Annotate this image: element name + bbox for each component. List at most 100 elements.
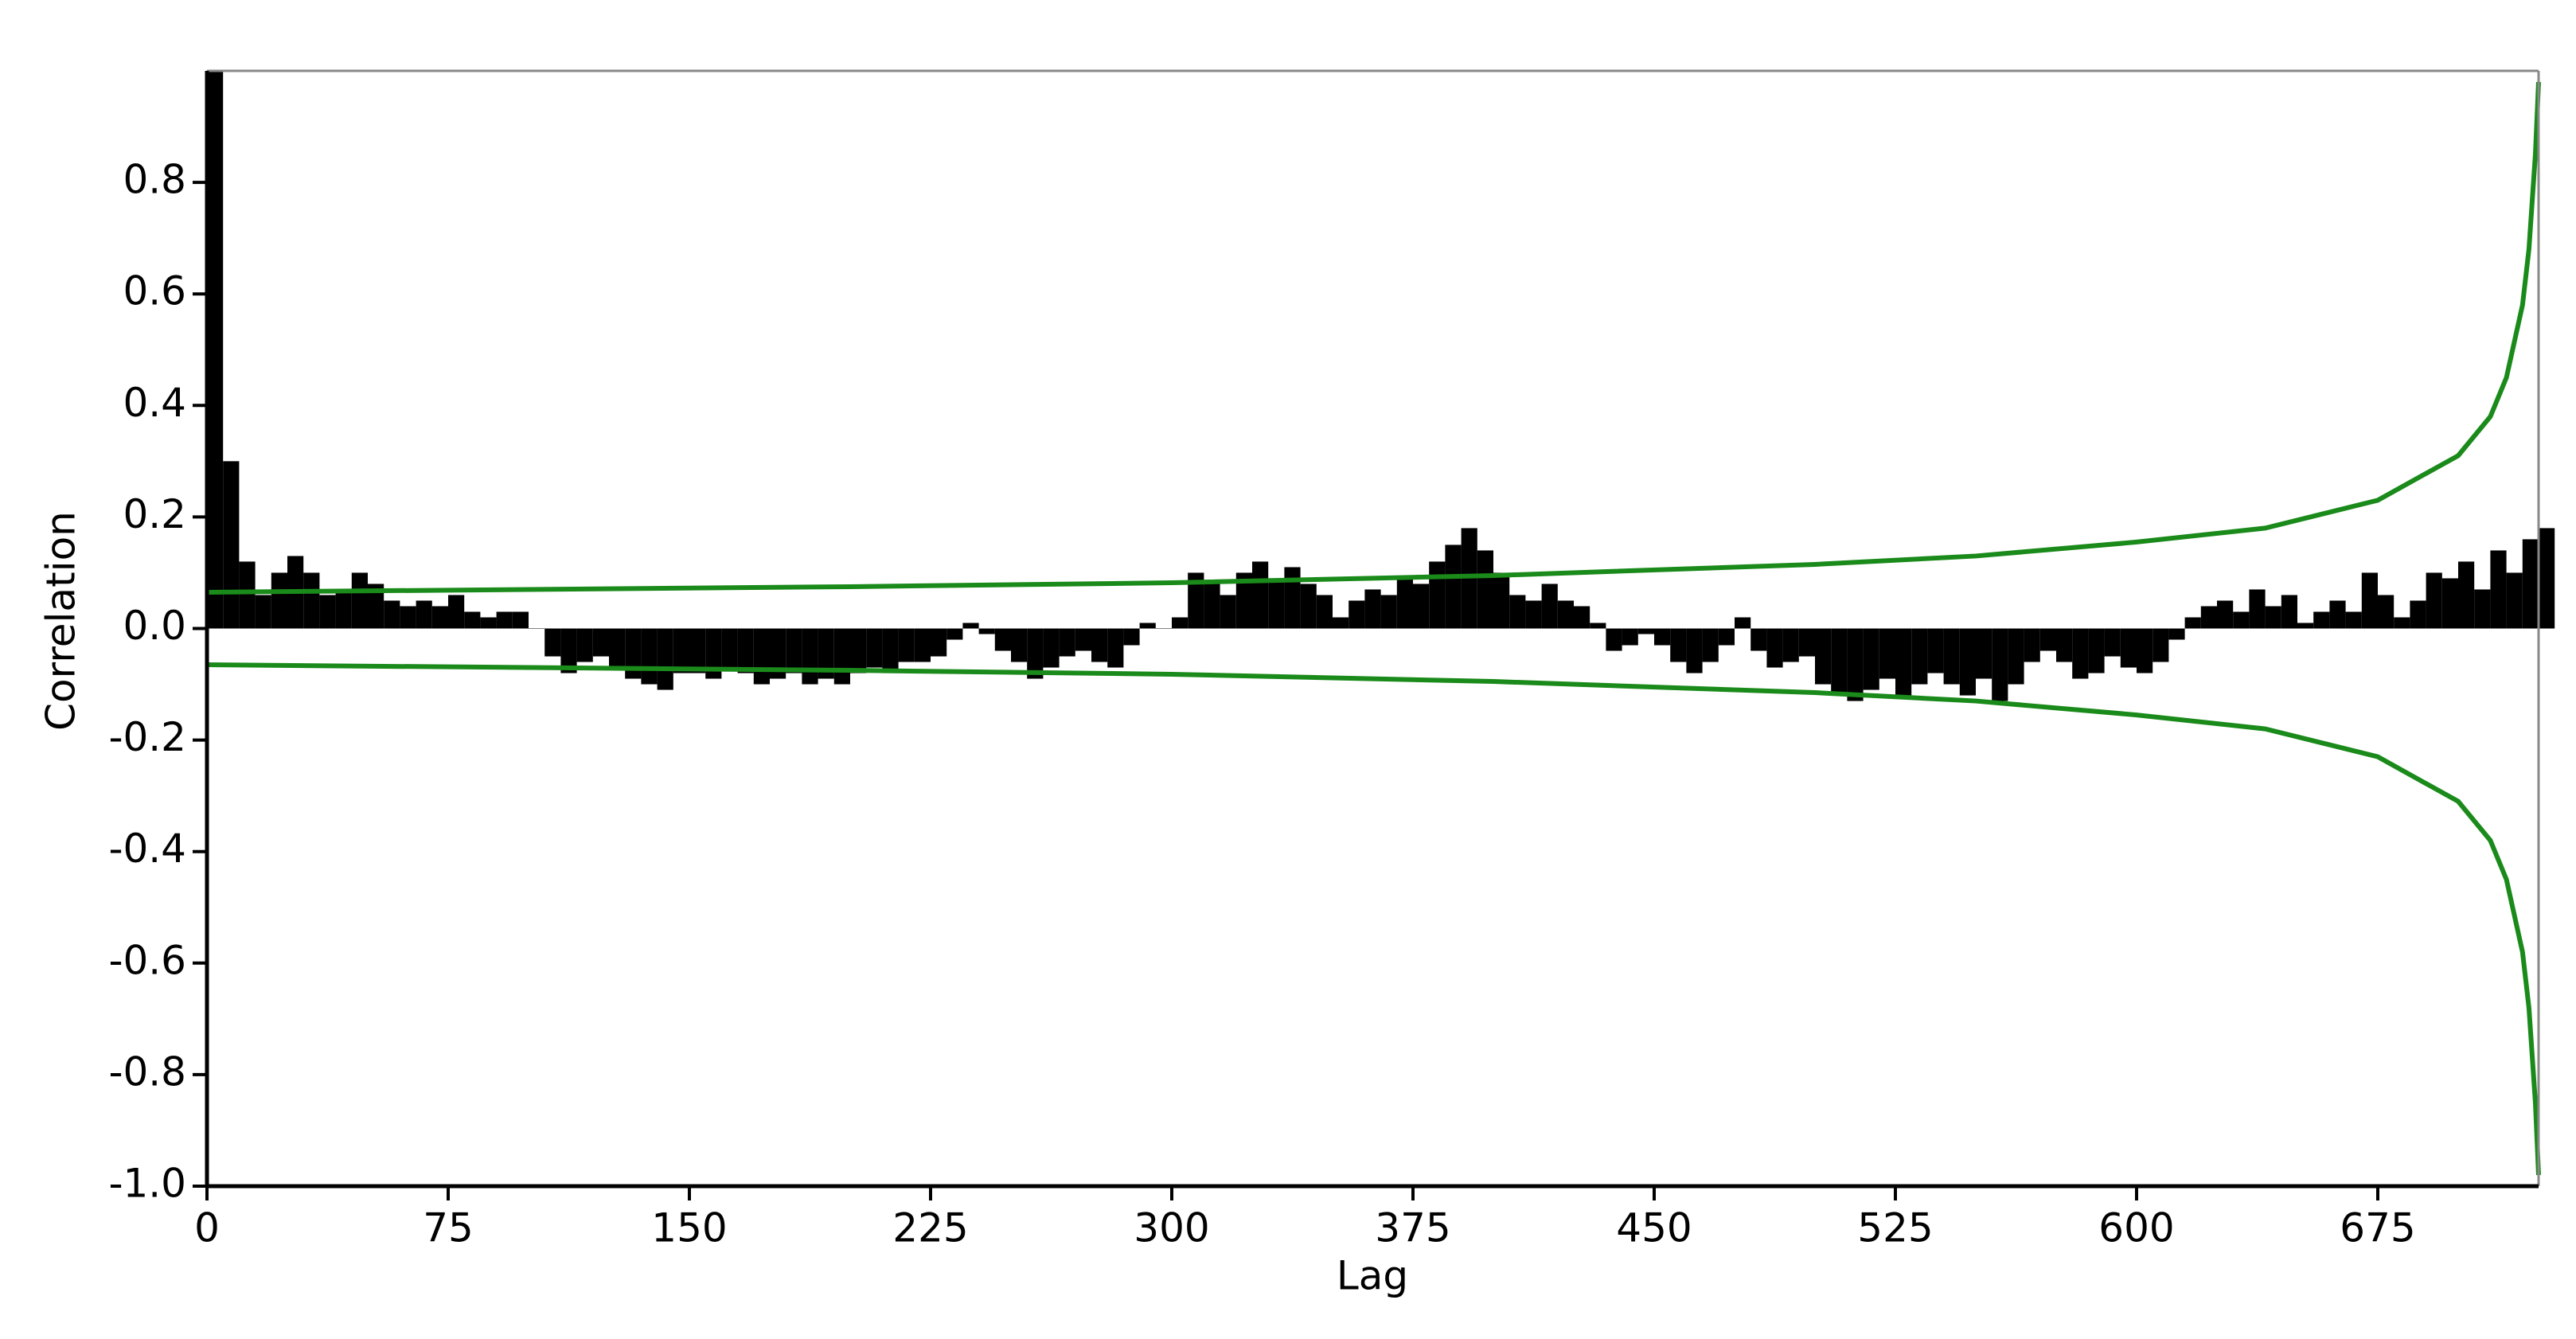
bar xyxy=(319,595,336,629)
bar xyxy=(737,628,754,673)
bar xyxy=(2474,589,2491,629)
bar xyxy=(673,628,689,673)
confidence-line xyxy=(206,81,2541,595)
bar xyxy=(1364,589,1381,629)
bar xyxy=(1798,628,1815,657)
bar xyxy=(2490,550,2507,629)
bar xyxy=(255,595,271,629)
bar xyxy=(2153,628,2169,662)
bar xyxy=(1622,628,1638,646)
bar xyxy=(529,628,545,629)
bar xyxy=(2378,595,2395,629)
bar xyxy=(2200,606,2217,629)
bar xyxy=(1670,628,1687,662)
bar xyxy=(1976,628,1992,679)
bar xyxy=(2265,606,2281,629)
bar xyxy=(271,572,287,629)
bar xyxy=(1831,628,1848,696)
bar xyxy=(1782,628,1799,662)
bar xyxy=(786,628,802,673)
x-tick-label: 675 xyxy=(2340,1205,2415,1251)
bar xyxy=(2297,623,2314,629)
bar xyxy=(1815,628,1832,685)
bar xyxy=(512,611,529,629)
bar xyxy=(400,606,416,629)
x-tick-label: 150 xyxy=(651,1205,727,1251)
bar xyxy=(1992,628,2008,701)
bar xyxy=(1027,628,1044,679)
bar xyxy=(641,628,658,685)
bar xyxy=(1574,606,1590,629)
bar xyxy=(1155,628,1172,629)
bar xyxy=(431,606,448,629)
bar xyxy=(721,628,738,668)
bar xyxy=(1348,600,1365,629)
bar xyxy=(1268,578,1285,629)
bar xyxy=(1879,628,1895,679)
bar xyxy=(1139,623,1156,629)
bar xyxy=(2008,628,2024,685)
bar xyxy=(1702,628,1719,662)
bar xyxy=(1509,595,1526,629)
bar xyxy=(1043,628,1060,668)
bar xyxy=(1766,628,1783,668)
bar xyxy=(1091,628,1108,662)
bar xyxy=(1075,628,1091,651)
bar xyxy=(1911,628,1928,685)
bar xyxy=(1059,628,1075,657)
x-tick-label: 525 xyxy=(1857,1205,1933,1251)
bar xyxy=(351,572,368,629)
bar xyxy=(384,600,400,629)
bar xyxy=(898,628,915,662)
bar xyxy=(1284,567,1301,629)
bar xyxy=(576,628,593,662)
bar xyxy=(1380,595,1397,629)
bar xyxy=(946,628,963,640)
bar xyxy=(1525,600,1542,629)
bar xyxy=(882,628,899,673)
bar xyxy=(914,628,931,662)
bar xyxy=(1477,550,1493,629)
bar xyxy=(2394,617,2410,629)
bar xyxy=(2281,595,2297,629)
x-tick-label: 225 xyxy=(892,1205,968,1251)
bar xyxy=(1220,595,1236,629)
y-tick-label: 0.2 xyxy=(123,491,186,537)
bar xyxy=(2426,572,2442,629)
bar xyxy=(770,628,786,679)
y-tick-label: -0.2 xyxy=(108,714,186,760)
x-axis-label: Lag xyxy=(1337,1253,1408,1299)
y-tick-label: -0.4 xyxy=(108,826,186,872)
bar xyxy=(1751,628,1767,651)
bar xyxy=(1606,628,1622,651)
y-tick-label: -0.8 xyxy=(108,1048,186,1095)
bar xyxy=(464,611,481,629)
bar xyxy=(480,617,497,629)
bar xyxy=(2120,628,2137,668)
bar xyxy=(1590,623,1606,629)
bar xyxy=(1637,628,1654,634)
x-tick-label: 0 xyxy=(194,1205,220,1251)
bar xyxy=(2458,561,2475,629)
bar xyxy=(2088,628,2105,673)
bar xyxy=(1718,628,1735,646)
bar xyxy=(1863,628,1879,690)
x-tick-label: 300 xyxy=(1134,1205,1209,1251)
bar xyxy=(818,628,834,679)
bar xyxy=(850,628,867,673)
x-tick-label: 600 xyxy=(2098,1205,2174,1251)
bar xyxy=(1493,572,1510,629)
y-tick-label: 0.4 xyxy=(123,380,186,426)
bar xyxy=(448,595,465,629)
bar xyxy=(1316,595,1333,629)
bar xyxy=(705,628,722,679)
bar xyxy=(625,628,642,679)
y-axis-label: Correlation xyxy=(38,511,84,731)
bar xyxy=(2329,600,2346,629)
bar xyxy=(1943,628,1960,685)
bar xyxy=(866,628,883,668)
bar xyxy=(1333,617,1349,629)
bar xyxy=(657,628,673,690)
bar xyxy=(2072,628,2089,679)
